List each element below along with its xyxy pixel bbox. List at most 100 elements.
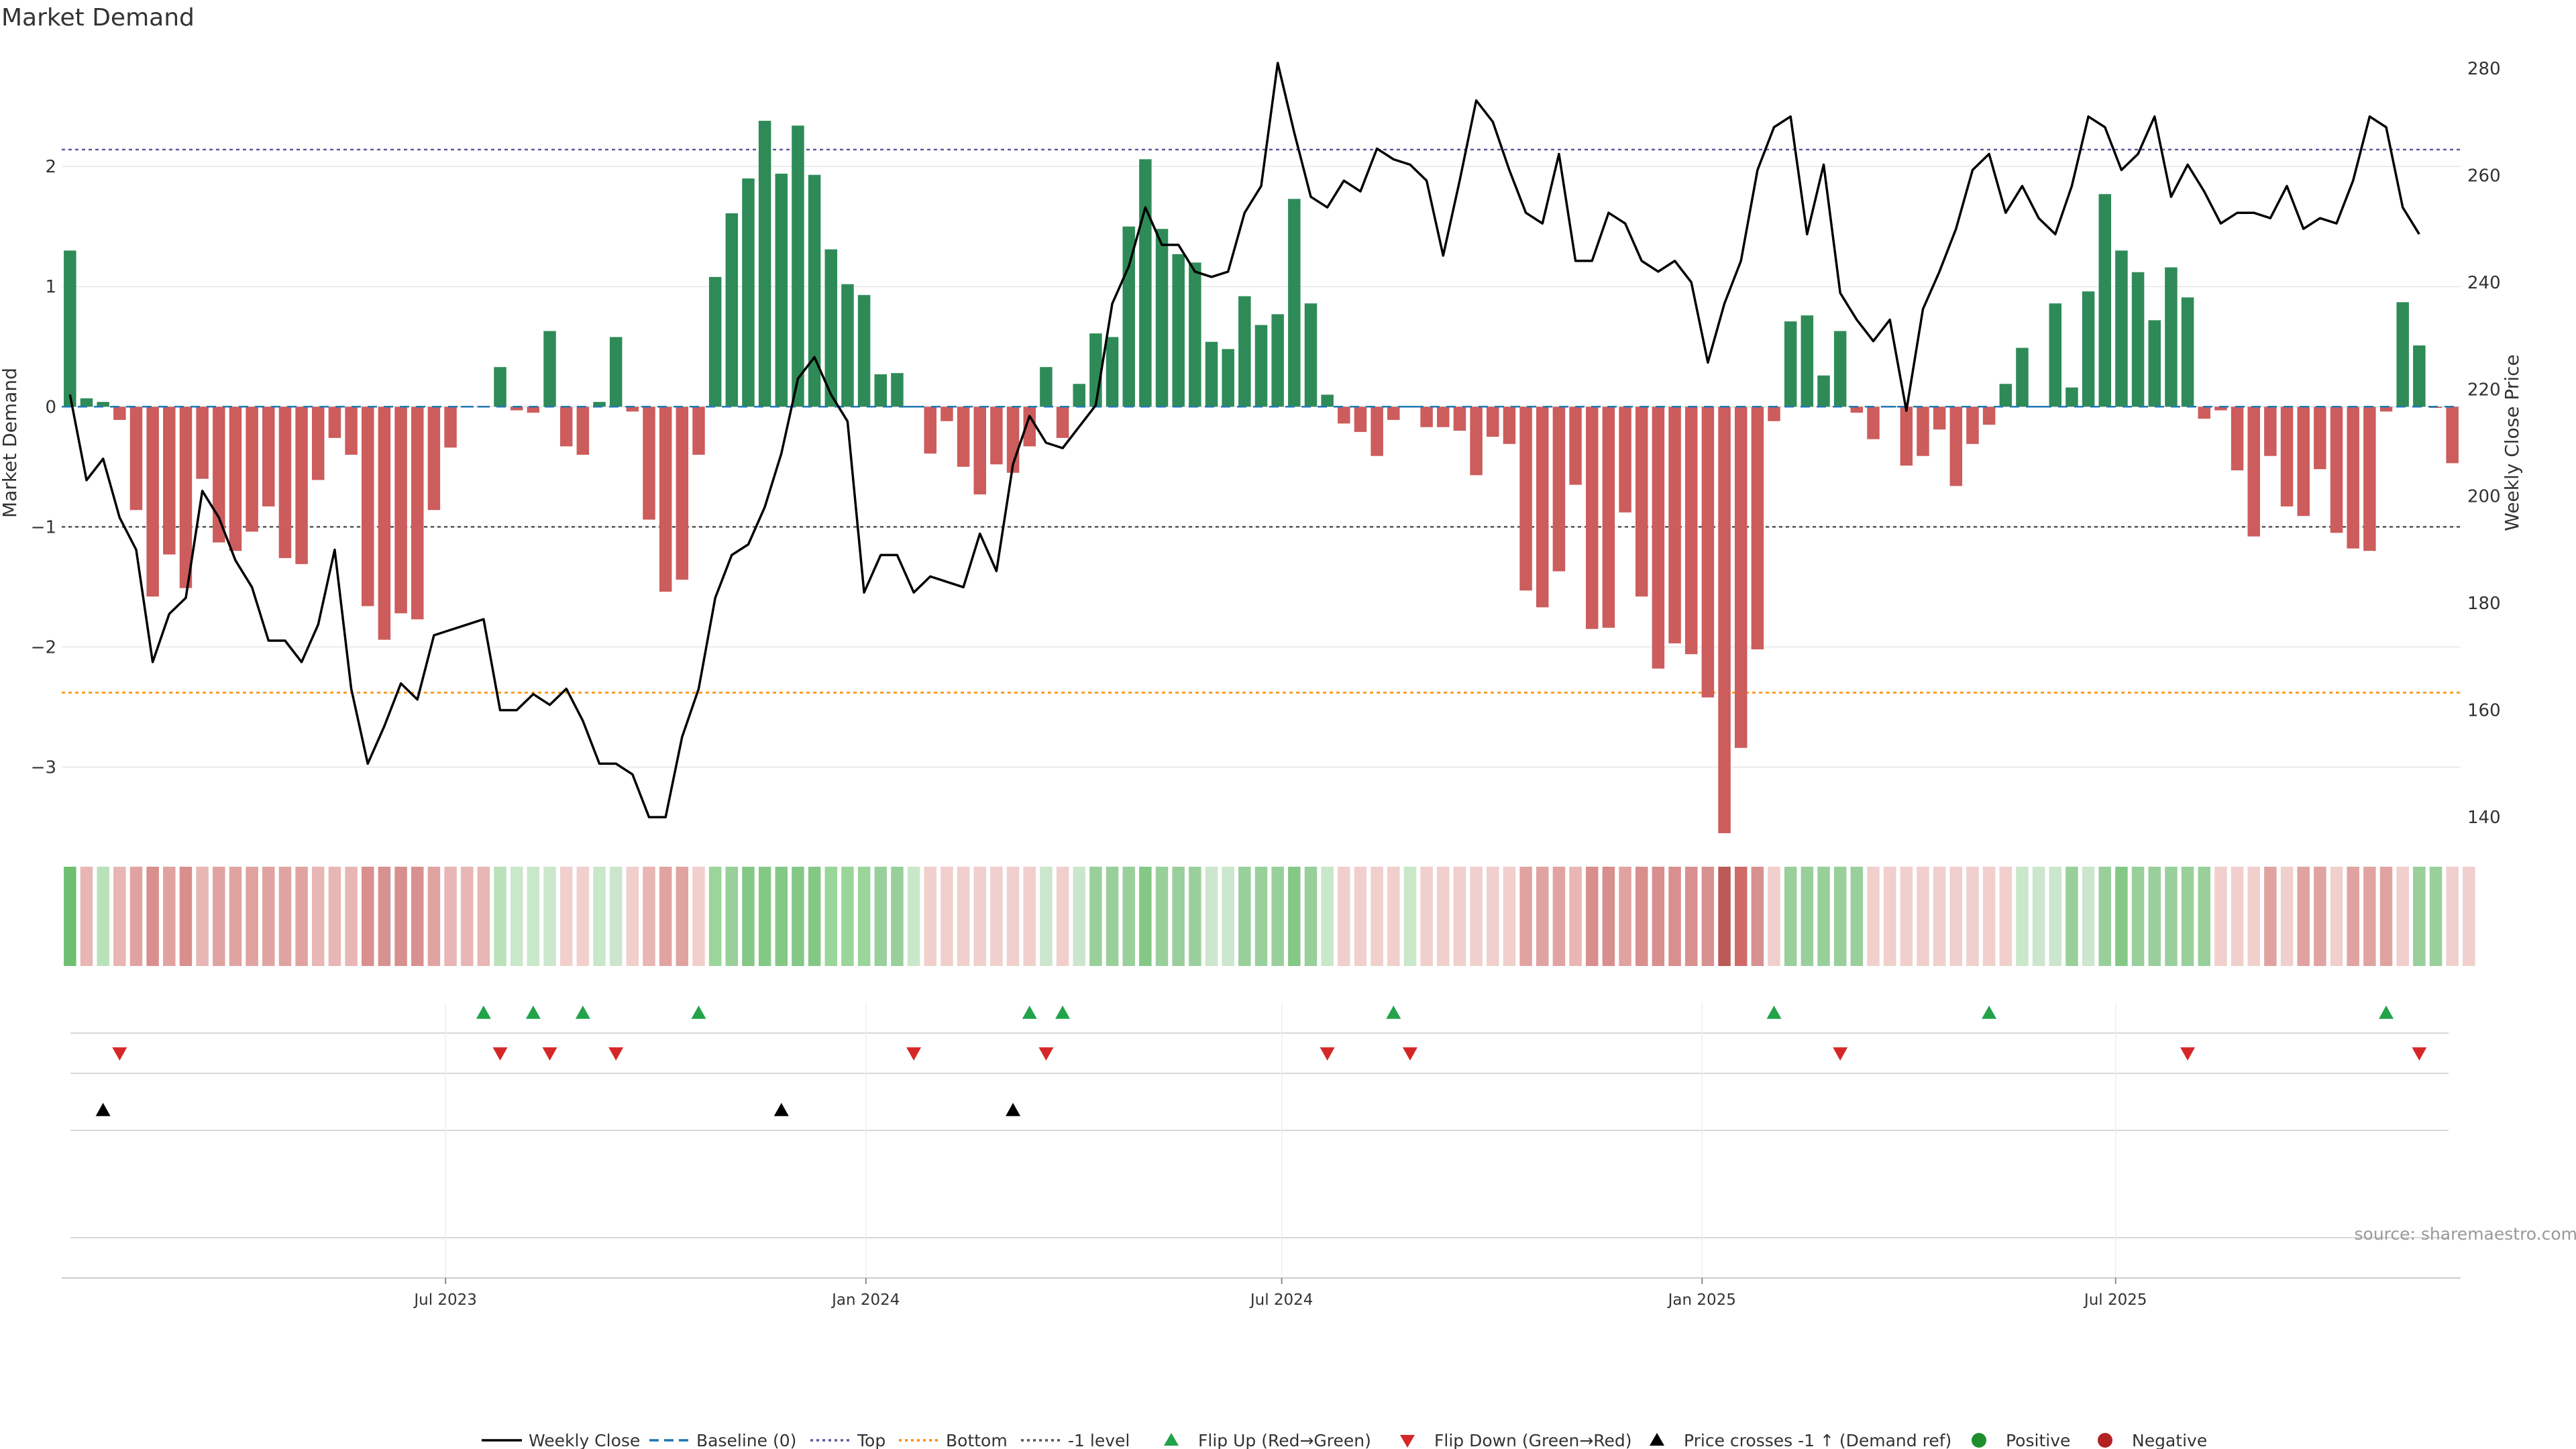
demand-bar [874, 374, 888, 407]
demand-bar [725, 213, 739, 407]
demand-bar [758, 121, 771, 407]
flip-up-marker [691, 1006, 706, 1019]
demand-bar [824, 249, 838, 407]
flip-down-marker [608, 1047, 624, 1061]
heat-cell [1056, 867, 1069, 966]
heat-cell [559, 867, 573, 966]
demand-bar [2446, 407, 2459, 464]
heat-cell [2148, 867, 2161, 966]
heat-cell [593, 867, 606, 966]
flip-up-marker [1022, 1006, 1037, 1019]
demand-bar [1619, 407, 1631, 513]
heat-cell [2363, 867, 2376, 966]
demand-bar [891, 373, 904, 407]
y2-tick-label: 280 [2467, 59, 2501, 79]
demand-bar [1238, 296, 1251, 407]
demand-bar [97, 402, 109, 407]
demand-bar [411, 407, 424, 620]
heat-cell [510, 867, 523, 966]
demand-bar [527, 407, 540, 413]
demand-bar [1073, 384, 1085, 407]
heat-cell [626, 867, 639, 966]
heat-cell [2016, 867, 2029, 966]
demand-bar [328, 407, 341, 438]
demand-bar [609, 337, 623, 407]
flip-down-marker [2412, 1047, 2427, 1061]
heat-cell [792, 867, 804, 966]
demand-bar [1172, 254, 1185, 407]
heat-cell [494, 867, 506, 966]
demand-bar [1040, 367, 1053, 407]
heat-cell [824, 867, 838, 966]
heat-cell [1635, 867, 1648, 966]
legend-label: Top [857, 1431, 885, 1449]
heat-cell [2413, 867, 2426, 966]
heat-cell [1487, 867, 1499, 966]
demand-bar [576, 407, 590, 455]
legend-label: Price crosses -1 ↑ (Demand ref) [1684, 1431, 1951, 1449]
demand-bar [1437, 407, 1450, 427]
legend-label: Flip Down (Green→Red) [1434, 1431, 1632, 1449]
heat-cell [1155, 867, 1169, 966]
legend-label: Bottom [946, 1431, 1008, 1449]
price-cross-marker [95, 1103, 111, 1116]
demand-bar [1684, 407, 1698, 655]
heat-cell [262, 867, 275, 966]
flip-up-marker [476, 1006, 491, 1019]
heat-cell [1900, 867, 1913, 966]
demand-bar [1784, 321, 1797, 407]
demand-bar [262, 407, 275, 506]
demand-bar [924, 407, 937, 454]
heat-cell [1999, 867, 2012, 966]
y-tick-label: 0 [45, 397, 56, 417]
demand-bar [2065, 387, 2078, 407]
heat-cell [146, 867, 159, 966]
demand-bar [1271, 314, 1284, 407]
price-cross-marker [773, 1103, 789, 1116]
legend-label: Baseline (0) [696, 1431, 796, 1449]
heat-cell [229, 867, 242, 966]
heat-cell [1552, 867, 1566, 966]
demand-bar [1833, 331, 1847, 407]
heat-cell [2379, 867, 2393, 966]
y2-tick-label: 180 [2467, 594, 2501, 614]
heat-cell [295, 867, 308, 966]
heat-cell [1371, 867, 1383, 966]
demand-bar [1900, 407, 1913, 466]
heat-cell [1734, 867, 1748, 966]
demand-bar [841, 284, 854, 407]
demand-bar [2314, 407, 2326, 470]
heat-cell [2297, 867, 2310, 966]
demand-bar [1999, 384, 2012, 407]
flip-up-marker [1766, 1006, 1782, 1019]
heat-cell [543, 867, 556, 966]
heat-cell [941, 867, 953, 966]
heat-cell [1205, 867, 1218, 966]
y2-tick-label: 160 [2467, 701, 2501, 721]
heat-cell [411, 867, 424, 966]
demand-bar [1768, 407, 1780, 421]
flip-down-marker [112, 1047, 127, 1061]
demand-bar [742, 178, 755, 407]
heat-cell [444, 867, 457, 966]
demand-bar [2396, 302, 2409, 407]
heat-cell [1420, 867, 1433, 966]
demand-bar [1850, 407, 1864, 413]
legend-label: Positive [2006, 1431, 2070, 1449]
demand-bar [1536, 407, 1549, 608]
heat-cell [692, 867, 705, 966]
demand-bar [179, 407, 193, 588]
demand-bar [1023, 407, 1036, 447]
legend-label: Negative [2132, 1431, 2207, 1449]
legend-item: Flip Down (Green→Red) [1400, 1431, 1632, 1449]
demand-bar [1585, 407, 1599, 629]
x-tick-label: Jul 2023 [413, 1291, 477, 1309]
heat-cell [97, 867, 109, 966]
demand-bar [1387, 407, 1400, 420]
demand-bar [64, 250, 76, 407]
demand-bar [957, 407, 970, 467]
price-cross-marker [1006, 1103, 1021, 1116]
heat-cell [2446, 867, 2459, 966]
y-tick-label: −1 [31, 517, 56, 537]
y2-tick-label: 200 [2467, 487, 2501, 507]
